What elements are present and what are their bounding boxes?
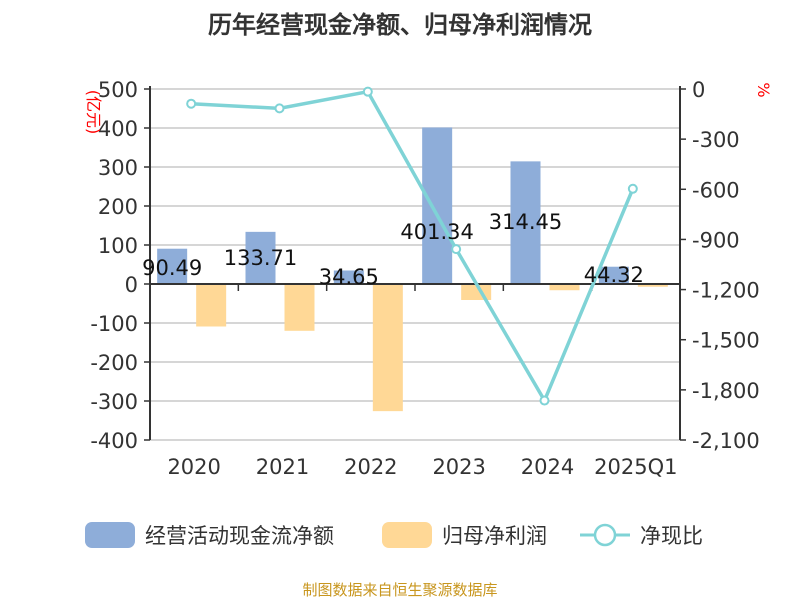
right-tick-label: -900 xyxy=(692,228,740,252)
ratio-point xyxy=(362,86,373,97)
ratio-point xyxy=(274,103,285,114)
net-profit-bar xyxy=(284,284,315,331)
left-tick-label: -300 xyxy=(90,390,138,414)
net-profit-bar xyxy=(196,284,227,327)
left-tick-label: -100 xyxy=(90,312,138,336)
ratio-point xyxy=(451,244,462,255)
cash-flow-data-label: 133.71 xyxy=(224,246,297,270)
left-tick-label: -400 xyxy=(90,429,138,453)
left-tick-label: 100 xyxy=(98,234,138,258)
left-tick-label: -200 xyxy=(90,351,138,375)
right-axis-label: % xyxy=(754,82,773,97)
legend-label-net-profit: 归母净利润 xyxy=(442,524,547,548)
ratio-point xyxy=(539,395,550,406)
cash-flow-data-label: 314.45 xyxy=(489,210,562,234)
x-tick-label: 2023 xyxy=(432,455,485,479)
legend-label-cash-flow: 经营活动现金流净额 xyxy=(145,524,334,548)
net-profit-bar xyxy=(372,284,403,412)
cash-flow-data-label: 90.49 xyxy=(142,256,202,280)
cash-flow-bar xyxy=(333,270,364,284)
legend-label-ratio: 净现比 xyxy=(640,524,703,548)
net-profit-bar xyxy=(637,284,668,287)
x-tick-label: 2021 xyxy=(256,455,309,479)
left-tick-label: 200 xyxy=(98,195,138,219)
ratio-line xyxy=(191,89,635,405)
right-tick-label: -2,100 xyxy=(692,429,760,453)
cash-flow-bar xyxy=(510,161,541,284)
x-tick-label: 2024 xyxy=(521,455,574,479)
footer-source: 制图数据来自恒生聚源数据库 xyxy=(302,581,497,599)
ratio-point xyxy=(627,183,638,194)
net-profit-bar xyxy=(549,284,580,291)
right-tick-label: -600 xyxy=(692,178,740,202)
right-tick-label: 0 xyxy=(692,78,705,102)
left-tick-label: 500 xyxy=(98,78,138,102)
cash-flow-data-label: 44.32 xyxy=(584,263,644,287)
cash-flow-data-label: 401.34 xyxy=(400,220,473,244)
legend-marker-ratio xyxy=(593,523,617,547)
right-tick-label: -1,800 xyxy=(692,379,760,403)
chart-title: 历年经营现金净额、归母净利润情况 xyxy=(208,11,592,39)
legend-swatch-net-profit xyxy=(382,522,432,548)
right-tick-label: -1,200 xyxy=(692,279,760,303)
cash-flow-bar xyxy=(157,248,188,284)
left-tick-label: 400 xyxy=(98,117,138,141)
x-tick-label: 2025Q1 xyxy=(594,455,677,479)
ratio-point xyxy=(186,98,197,109)
cash-flow-data-label: 34.65 xyxy=(319,265,379,289)
left-axis-label: (亿元) xyxy=(84,90,103,135)
right-tick-label: -1,500 xyxy=(692,329,760,353)
x-tick-label: 2022 xyxy=(344,455,397,479)
cash-flow-bar xyxy=(598,266,629,284)
legend-swatch-cash-flow xyxy=(85,522,135,548)
right-tick-label: -300 xyxy=(692,128,740,152)
cash-flow-bar xyxy=(422,127,453,284)
cash-flow-bar xyxy=(245,231,276,284)
left-tick-label: 300 xyxy=(98,156,138,180)
left-tick-label: 0 xyxy=(125,273,138,297)
x-tick-label: 2020 xyxy=(167,455,220,479)
